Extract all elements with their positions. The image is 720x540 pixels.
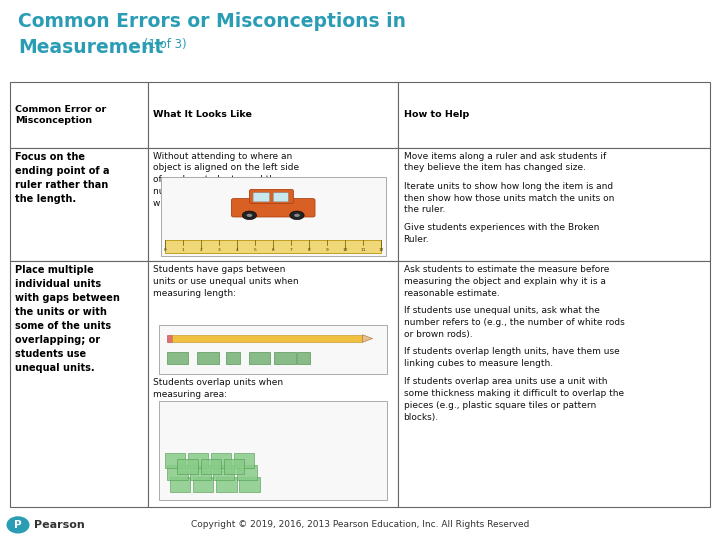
Bar [223, 459, 243, 474]
Text: 7: 7 [290, 248, 292, 252]
Bar [164, 453, 184, 468]
Text: Give students experiences with the Broken
Ruler.: Give students experiences with the Broke… [403, 223, 599, 244]
Bar [167, 465, 187, 480]
FancyBboxPatch shape [249, 190, 293, 204]
Bar [190, 465, 210, 480]
Text: Focus on the
ending point of a
ruler rather than
the length.: Focus on the ending point of a ruler rat… [15, 152, 109, 204]
Bar [225, 352, 240, 363]
Text: Iterate units to show how long the item is and
then show how those units match t: Iterate units to show how long the item … [403, 182, 614, 214]
Bar [172, 335, 362, 342]
Circle shape [6, 516, 30, 534]
Text: Common Errors or Misconceptions in: Common Errors or Misconceptions in [18, 12, 406, 31]
Bar [148, 82, 398, 148]
FancyBboxPatch shape [273, 193, 288, 202]
Text: 12: 12 [379, 248, 384, 252]
Bar [165, 240, 381, 253]
Text: 5: 5 [253, 248, 256, 252]
Text: 0: 0 [164, 248, 166, 252]
Bar [274, 352, 295, 363]
Text: 1: 1 [182, 248, 184, 252]
Bar [236, 465, 256, 480]
Bar [10, 148, 148, 261]
Bar [166, 335, 172, 342]
Text: Pearson: Pearson [34, 520, 84, 530]
Bar [239, 477, 259, 492]
Bar [398, 82, 710, 148]
FancyBboxPatch shape [253, 193, 269, 202]
Bar [170, 477, 190, 492]
Text: Common Error or
Misconception: Common Error or Misconception [15, 105, 107, 125]
Text: 8: 8 [308, 248, 310, 252]
Text: 9: 9 [326, 248, 328, 252]
Text: 3: 3 [218, 248, 220, 252]
Text: What It Looks Like: What It Looks Like [153, 111, 252, 119]
Text: Students have gaps between
units or use unequal units when
measuring length:: Students have gaps between units or use … [153, 265, 299, 298]
Text: 6: 6 [272, 248, 274, 252]
Text: Measurement: Measurement [18, 38, 163, 57]
Text: 2: 2 [200, 248, 202, 252]
Bar [10, 82, 148, 148]
Bar [200, 459, 220, 474]
Ellipse shape [246, 214, 252, 217]
Bar [193, 477, 213, 492]
Text: Copyright © 2019, 2016, 2013 Pearson Education, Inc. All Rights Reserved: Copyright © 2019, 2016, 2013 Pearson Edu… [191, 521, 529, 529]
Bar [248, 352, 270, 363]
Bar [210, 453, 230, 468]
Bar [161, 178, 385, 256]
Bar [148, 148, 398, 261]
Text: 10: 10 [343, 248, 348, 252]
Bar [297, 352, 310, 363]
Bar [197, 352, 218, 363]
Text: 4: 4 [236, 248, 238, 252]
Bar [159, 401, 387, 500]
Text: If students overlap area units use a unit with
some thickness making it difficul: If students overlap area units use a uni… [403, 377, 624, 422]
Bar [148, 261, 398, 507]
Text: Place multiple
individual units
with gaps between
the units or with
some of the : Place multiple individual units with gap… [15, 265, 120, 373]
Bar [233, 453, 253, 468]
Text: If students overlap length units, have them use
linking cubes to measure length.: If students overlap length units, have t… [403, 347, 619, 368]
Text: 11: 11 [361, 248, 366, 252]
Text: Students overlap units when
measuring area:: Students overlap units when measuring ar… [153, 378, 283, 399]
Polygon shape [362, 335, 372, 342]
Bar [10, 261, 148, 507]
Text: How to Help: How to Help [403, 111, 469, 119]
Ellipse shape [289, 211, 304, 220]
Ellipse shape [242, 211, 256, 220]
Text: Ask students to estimate the measure before
measuring the object and explain why: Ask students to estimate the measure bef… [403, 265, 609, 298]
Text: Move items along a ruler and ask students if
they believe the item has changed s: Move items along a ruler and ask student… [403, 152, 606, 172]
Bar [398, 261, 710, 507]
Bar [398, 148, 710, 261]
Text: P: P [14, 520, 22, 530]
Text: Without attending to where an
object is aligned on the left side
of a ruler, stu: Without attending to where an object is … [153, 152, 299, 208]
Bar [187, 453, 207, 468]
Bar [159, 325, 387, 374]
Text: If students use unequal units, ask what the
number refers to (e.g., the number o: If students use unequal units, ask what … [403, 306, 624, 339]
Bar [213, 465, 233, 480]
Bar [166, 352, 188, 363]
Ellipse shape [294, 214, 300, 217]
Text: (1 of 3): (1 of 3) [140, 38, 187, 51]
Bar [177, 459, 197, 474]
FancyBboxPatch shape [231, 199, 315, 217]
Bar [216, 477, 236, 492]
